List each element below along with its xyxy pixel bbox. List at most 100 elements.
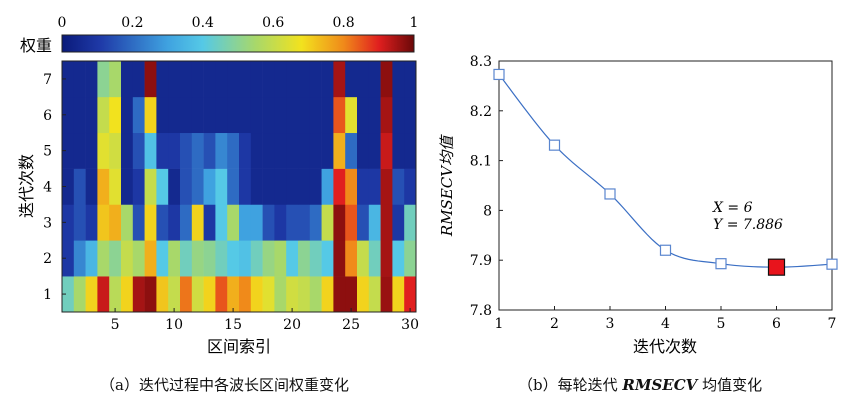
y-tick-label: 3 xyxy=(43,215,52,231)
heatmap-cell xyxy=(239,61,252,98)
heatmap-cell xyxy=(321,61,334,98)
x-tick-label: 1 xyxy=(495,316,504,332)
heatmap-cell xyxy=(121,240,134,277)
heatmap-cell xyxy=(262,276,275,313)
heatmap-cell xyxy=(239,276,252,313)
annotation-y: Y = 7.886 xyxy=(713,217,783,233)
heatmap-cell xyxy=(286,240,299,277)
colorbar-tick-label: 0.6 xyxy=(262,15,284,31)
heatmap-cell xyxy=(227,96,240,134)
heatmap-cell xyxy=(368,276,381,313)
heatmap-cell xyxy=(85,61,98,98)
heatmap-cell xyxy=(121,204,134,241)
heatmap-cell xyxy=(404,204,417,241)
heatmap-cell xyxy=(132,132,145,169)
heatmap-cell xyxy=(357,204,370,241)
heatmap-cell xyxy=(286,276,299,313)
heatmap-cell xyxy=(62,168,75,205)
x-tick-label: 30 xyxy=(401,317,419,333)
heatmap-cell xyxy=(262,204,275,241)
y-tick-label: 7.9 xyxy=(470,253,492,269)
heatmap-cell xyxy=(180,61,193,98)
heatmap-cell xyxy=(168,240,181,277)
heatmap-cell xyxy=(250,168,263,205)
heatmap-cell xyxy=(345,168,358,205)
heatmap-cell xyxy=(404,168,417,205)
x-tick-label: 25 xyxy=(342,317,360,333)
heatmap-cell xyxy=(168,168,181,205)
heatmap-cell xyxy=(345,276,358,313)
heatmap-cell xyxy=(309,204,322,241)
heatmap-cell xyxy=(180,204,193,241)
heatmap-cell xyxy=(392,61,405,98)
heatmap-cell xyxy=(357,96,370,134)
heatmap-cell xyxy=(85,276,98,313)
line-y-ticks: 7.8 7.9 8 8.1 8.2 8.3 xyxy=(470,54,503,319)
y-tick-label: 7 xyxy=(43,72,52,88)
heatmap-cell xyxy=(392,132,405,169)
x-tick-label: 10 xyxy=(165,317,183,333)
heatmap-cell xyxy=(97,132,110,169)
heatmap-cell xyxy=(262,96,275,134)
heatmap-cell xyxy=(62,132,75,169)
heatmap-cell xyxy=(345,61,358,98)
heatmap-cell xyxy=(298,168,311,205)
heatmap-cell xyxy=(203,96,216,134)
heatmap-cell xyxy=(404,96,417,134)
caption-b: （b）每轮迭代 RMSECV 均值变化 xyxy=(518,374,762,395)
heatmap-x-ticks: 5 10 15 20 25 30 xyxy=(111,308,419,333)
colorbar-tick-label: 0 xyxy=(58,15,67,31)
line-x-ticks: 1 2 3 4 5 6 7 xyxy=(495,306,837,332)
heatmap-cell xyxy=(321,204,334,241)
heatmap-cell xyxy=(97,168,110,205)
heatmap-cell xyxy=(345,204,358,241)
y-tick-label: 6 xyxy=(43,108,52,124)
heatmap-cell xyxy=(203,204,216,241)
heatmap-cell xyxy=(97,276,110,313)
heatmap-cell xyxy=(321,168,334,205)
heatmap-cell xyxy=(333,240,346,277)
heatmap-cell xyxy=(333,61,346,98)
heatmap-cell xyxy=(333,132,346,169)
heatmap-cell xyxy=(168,61,181,98)
heatmap-cell xyxy=(227,276,240,313)
heatmap-cell xyxy=(156,168,169,205)
line-chart-panel: 1 2 3 4 5 6 7 7.8 7.9 8 8.1 8.2 8.3 X = 6 Y = 7.886… xyxy=(438,54,838,356)
heatmap-cell xyxy=(227,132,240,169)
heatmap-y-label: 迭代次数 xyxy=(17,154,36,218)
heatmap-cell xyxy=(215,61,228,98)
data-point xyxy=(715,258,727,270)
heatmap-cell xyxy=(109,240,122,277)
heatmap-cell xyxy=(239,168,252,205)
heatmap-cell xyxy=(298,204,311,241)
heatmap-cell xyxy=(73,240,86,277)
heatmap-cell xyxy=(97,240,110,277)
x-tick-label: 5 xyxy=(111,317,120,333)
heatmap-cell xyxy=(392,240,405,277)
heatmap-cell xyxy=(286,96,299,134)
heatmap-cell xyxy=(298,61,311,98)
heatmap-cell xyxy=(62,61,75,98)
y-tick-label: 8.3 xyxy=(470,54,492,70)
heatmap-cell xyxy=(250,240,263,277)
heatmap-cell xyxy=(392,96,405,134)
heatmap-cell xyxy=(380,61,393,98)
heatmap-cell xyxy=(97,61,110,98)
heatmap-cell xyxy=(215,240,228,277)
heatmap-cell xyxy=(191,276,204,313)
heatmap-cell xyxy=(286,61,299,98)
heatmap-cell xyxy=(73,168,86,205)
heatmap-cell xyxy=(309,132,322,169)
heatmap-cell xyxy=(380,132,393,169)
heatmap-cell xyxy=(132,168,145,205)
heatmap-cell xyxy=(73,204,86,241)
heatmap-cell xyxy=(203,240,216,277)
heatmap-cell xyxy=(309,276,322,313)
x-tick-label: 7 xyxy=(828,316,837,332)
heatmap-cell xyxy=(333,204,346,241)
heatmap-cell xyxy=(239,96,252,134)
x-tick-label: 5 xyxy=(717,316,726,332)
heatmap-cell xyxy=(392,168,405,205)
heatmap-cell xyxy=(62,240,75,277)
heatmap-cell xyxy=(321,240,334,277)
